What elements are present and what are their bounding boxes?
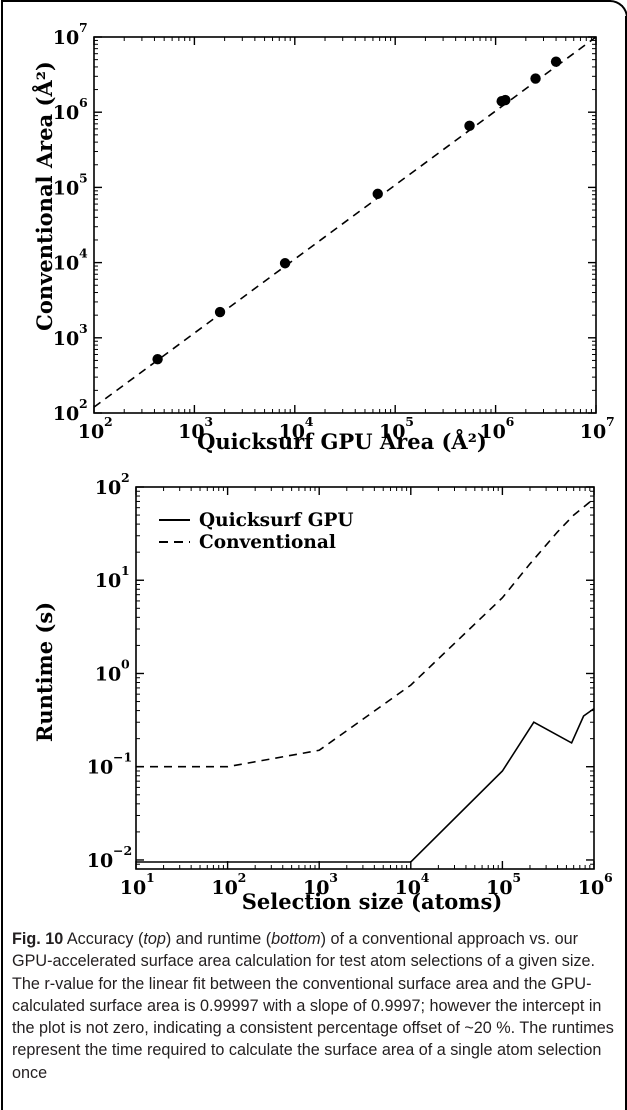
top-ylabel: Conventional Area (Å²) — [32, 61, 57, 331]
data-point — [550, 56, 562, 67]
y-tick-exponent: 6 — [79, 95, 88, 110]
x-tick-exponent: 2 — [238, 870, 247, 885]
x-tick-label: 10 — [178, 421, 204, 443]
x-tick-label: 10 — [211, 877, 237, 899]
x-tick-label: 10 — [479, 421, 505, 443]
x-tick-exponent: 4 — [305, 414, 314, 429]
y-tick-exponent: 0 — [121, 656, 130, 671]
data-point — [152, 353, 163, 365]
plot-frame — [93, 36, 597, 414]
x-tick-label: 10 — [395, 877, 421, 899]
bottom-xlabel: Selection size (atoms) — [242, 889, 503, 914]
legend: Quicksurf GPU Conventional — [159, 510, 354, 553]
data-point — [214, 306, 226, 318]
frame-right-border — [625, 16, 627, 1110]
caption-label: Fig. 10 — [12, 930, 64, 948]
data-point — [372, 188, 383, 200]
x-tick-exponent: 4 — [421, 870, 430, 885]
y-tick-exponent: 1 — [121, 563, 130, 578]
x-tick-label: 10 — [279, 421, 305, 443]
y-tick-label: 10 — [95, 570, 121, 592]
y-tick-exponent: 2 — [79, 396, 88, 411]
caption-text-2: ) and runtime ( — [165, 930, 272, 948]
frame-left-border — [1, 0, 3, 1110]
caption-em-top: top — [143, 930, 166, 948]
y-tick-label: 10 — [53, 177, 79, 199]
y-tick-exponent: 3 — [79, 321, 88, 336]
caption-text-3: ) of a conventional approach vs. our GPU… — [12, 930, 614, 1082]
runtime-line-chart: 10 1 10 2 10 3 10 4 10 5 10 610 −210 −110 010 110 2 Runt… — [32, 470, 613, 914]
x-tick-label: 10 — [580, 421, 606, 443]
y-tick-label: 10 — [53, 102, 79, 124]
fit-line — [93, 36, 597, 408]
x-tick-exponent: 6 — [604, 870, 613, 885]
top-plot-area: 10 2 10 3 10 4 10 5 10 6 10 710 210 310 410 510 610 7 — [53, 20, 615, 443]
data-point — [279, 258, 291, 269]
series-line-quicksurf — [136, 707, 595, 863]
y-tick-label: 10 — [53, 27, 79, 49]
data-point — [500, 94, 511, 106]
data-point — [464, 120, 475, 131]
caption-em-bottom: bottom — [271, 930, 321, 948]
y-tick-exponent: −1 — [113, 750, 132, 765]
caption-text-1: Accuracy ( — [63, 930, 144, 948]
figure-caption: Fig. 10 Accuracy (top) and runtime (bott… — [12, 928, 618, 1084]
y-tick-label: 10 — [53, 253, 79, 275]
y-tick-label: 10 — [95, 663, 121, 685]
y-tick-label: 10 — [87, 850, 113, 872]
x-tick-exponent: 2 — [104, 414, 113, 429]
series-line-conventional — [136, 497, 595, 768]
x-tick-label: 10 — [120, 877, 146, 899]
x-tick-exponent: 3 — [204, 414, 213, 429]
x-tick-exponent: 3 — [329, 870, 338, 885]
y-tick-exponent: 5 — [79, 170, 88, 185]
y-tick-exponent: 2 — [121, 470, 130, 485]
y-tick-exponent: 7 — [79, 20, 88, 35]
y-tick-exponent: 4 — [79, 246, 88, 261]
x-tick-label: 10 — [303, 877, 329, 899]
y-tick-exponent: −2 — [113, 843, 132, 858]
x-tick-exponent: 5 — [405, 414, 414, 429]
x-tick-exponent: 6 — [506, 414, 515, 429]
bottom-ylabel: Runtime (s) — [32, 602, 57, 742]
frame-top-border — [1, 0, 611, 2]
x-tick-exponent: 7 — [606, 414, 615, 429]
x-tick-label: 10 — [486, 877, 512, 899]
data-point — [530, 73, 541, 84]
legend-label-conventional: Conventional — [199, 532, 336, 553]
x-tick-exponent: 5 — [512, 870, 521, 885]
x-tick-label: 10 — [578, 877, 604, 899]
y-tick-label: 10 — [53, 328, 79, 350]
y-tick-label: 10 — [95, 477, 121, 499]
x-tick-exponent: 1 — [146, 870, 155, 885]
y-tick-label: 10 — [87, 757, 113, 779]
accuracy-scatter-chart: 10 2 10 3 10 4 10 5 10 6 10 710 210 310 410 510 610 7 Con… — [32, 20, 615, 454]
top-xlabel: Quicksurf GPU Area (Å²) — [197, 429, 487, 454]
x-tick-label: 10 — [379, 421, 405, 443]
bottom-plot-area: 10 1 10 2 10 3 10 4 10 5 10 610 −210 −110 010 110 2 — [87, 470, 613, 899]
legend-label-quicksurf: Quicksurf GPU — [199, 510, 354, 531]
y-tick-label: 10 — [53, 403, 79, 425]
x-tick-label: 10 — [78, 421, 104, 443]
